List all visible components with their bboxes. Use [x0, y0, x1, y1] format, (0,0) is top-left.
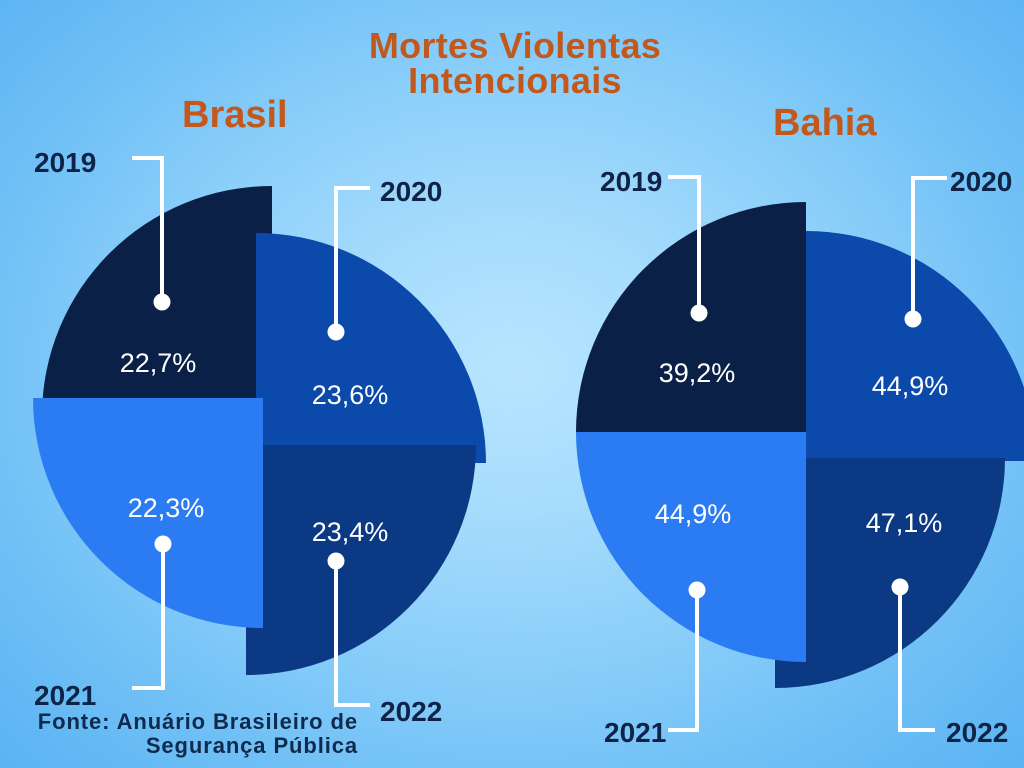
brasil-slice-2021 [33, 398, 263, 628]
bahia-leader-2022 [898, 587, 935, 732]
bahia-year-2020: 2020 [950, 166, 1012, 197]
brasil-value-2022: 23,4% [312, 517, 389, 547]
bahia-leader-2021 [668, 590, 699, 732]
bahia-slice-2022 [775, 458, 1005, 688]
bahia-year-labels: 2019 2020 2021 2022 [600, 166, 1012, 748]
chart-title-bahia: Bahia [773, 102, 877, 144]
bahia-value-2020: 44,9% [872, 371, 949, 401]
brasil-value-2019: 22,7% [120, 348, 197, 378]
brasil-leader-2019 [132, 156, 164, 302]
bahia-leader-dot-2019 [690, 304, 708, 322]
source-note: Fonte: Anuário Brasileiro de Segurança P… [37, 709, 358, 758]
page-title: Mortes Violentas Intencionais [368, 25, 662, 101]
bahia-slice-2019 [576, 202, 806, 432]
brasil-value-2020: 23,6% [312, 380, 389, 410]
chart-title-brasil: Brasil [182, 94, 288, 136]
brasil-leader-dot-2019 [153, 293, 171, 311]
bahia-slice-2021 [576, 432, 806, 662]
bahia-value-2021: 44,9% [655, 499, 732, 529]
bahia-slice-2020 [806, 231, 1024, 461]
bahia-leader-dot-2022 [891, 578, 909, 596]
brasil-leader-2020 [334, 186, 370, 332]
bahia-leaders [668, 175, 947, 732]
brasil-leader-dot-2021 [154, 535, 172, 553]
brasil-year-labels: 2019 2020 2021 2022 [34, 147, 442, 727]
bahia-value-2022: 47,1% [866, 508, 943, 538]
chart-bahia: Bahia 39,2% 44,9% 44,9% [576, 102, 1024, 748]
bahia-value-2019: 39,2% [659, 358, 736, 388]
bahia-slices [576, 202, 1024, 688]
chart-brasil: Brasil 22,7% 23,6% 22,3% [33, 94, 486, 727]
bahia-value-labels: 39,2% 44,9% 44,9% 47,1% [655, 358, 949, 538]
brasil-slice-2022 [246, 445, 476, 675]
brasil-year-2021: 2021 [34, 680, 96, 711]
brasil-leader-dot-2020 [327, 323, 345, 341]
brasil-year-2020: 2020 [380, 176, 442, 207]
brasil-year-2019: 2019 [34, 147, 96, 178]
bahia-leader-2019 [668, 175, 701, 313]
brasil-leader-2021 [132, 544, 165, 690]
bahia-leader-dot-2021 [688, 581, 706, 599]
brasil-leader-dot-2022 [327, 552, 345, 570]
brasil-leader-2022 [334, 561, 370, 707]
bahia-leader-dot-2020 [904, 310, 922, 328]
brasil-year-2022: 2022 [380, 696, 442, 727]
bahia-year-2022: 2022 [946, 717, 1008, 748]
bahia-year-2021: 2021 [604, 717, 666, 748]
bahia-year-2019: 2019 [600, 166, 662, 197]
brasil-value-2021: 22,3% [128, 493, 205, 523]
bahia-leader-2020 [911, 176, 947, 319]
brasil-slice-2020 [256, 233, 486, 463]
brasil-slices [33, 186, 486, 675]
brasil-value-labels: 22,7% 23,6% 22,3% 23,4% [120, 348, 389, 547]
brasil-leaders [132, 156, 370, 707]
